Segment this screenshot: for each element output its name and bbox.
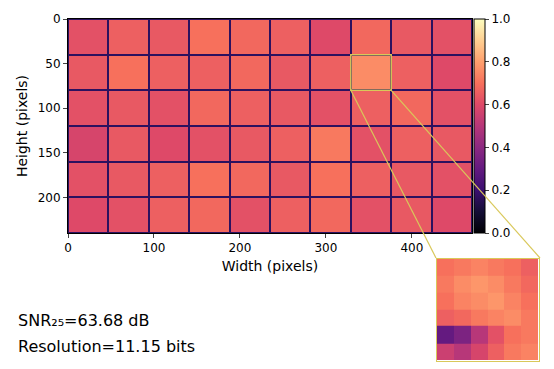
- svg-text:200: 200: [228, 241, 251, 255]
- svg-text:400: 400: [400, 241, 423, 255]
- svg-text:Width (pixels): Width (pixels): [222, 258, 318, 274]
- svg-text:0: 0: [64, 241, 72, 255]
- svg-text:200: 200: [38, 191, 61, 205]
- svg-text:150: 150: [38, 146, 61, 160]
- svg-text:0.2: 0.2: [491, 183, 510, 197]
- svg-text:100: 100: [38, 101, 61, 115]
- svg-text:0.6: 0.6: [491, 98, 510, 112]
- svg-text:0.4: 0.4: [491, 141, 510, 155]
- html-text:SNR₂₅=63.68 dB: SNR₂₅=63.68 dB: [18, 311, 150, 330]
- svg-text:0.0: 0.0: [491, 226, 510, 240]
- svg-text:0.8: 0.8: [491, 55, 510, 69]
- html-text:Resolution=11.15 bits: Resolution=11.15 bits: [18, 337, 196, 356]
- svg-text:1.0: 1.0: [491, 12, 510, 26]
- svg-text:Height (pixels): Height (pixels): [14, 75, 30, 177]
- svg-text:0: 0: [53, 12, 61, 26]
- svg-text:100: 100: [143, 241, 166, 255]
- svg-text:50: 50: [45, 57, 60, 71]
- svg-text:300: 300: [314, 241, 337, 255]
